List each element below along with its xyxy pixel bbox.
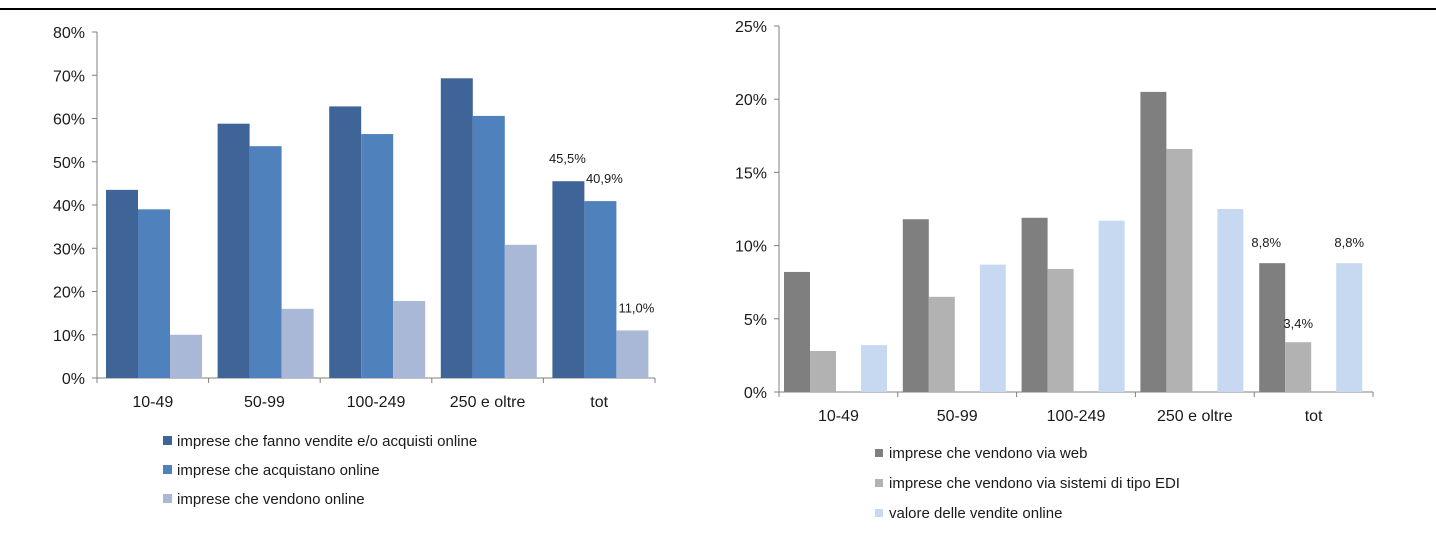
c1-bar [281,308,314,378]
c1-data-label: 40,9% [586,171,623,186]
c2-bar [1336,263,1363,392]
c1-bar [616,330,649,378]
chart-right: 0% 5% 10% 15% 20% 25% 10-49 50-99 100-249 250 e o… [735,19,1374,522]
c1-x-tick-label: 10-49 [132,394,173,411]
c2-bar [1140,91,1167,392]
c2-bar [1217,209,1244,392]
c1-y-tick-label: 60% [53,112,85,129]
c1-y-tick-label: 30% [53,241,85,258]
c2-bar [1166,148,1193,392]
c1-y-tick-label: 80% [53,25,85,42]
c2-data-label: 8,8% [1251,235,1281,250]
c1-legend-label: imprese che vendono online [177,491,365,508]
c1-data-label: 45,5% [549,151,586,166]
c1-x-tick-label: 250 e oltre [450,394,526,411]
c2-bar [928,296,955,392]
c2-x-tick-label: 250 e oltre [1157,408,1233,425]
c2-bar [784,271,810,392]
c2-bar [1259,263,1286,392]
c2-bar [861,345,887,392]
c2-x-tick-label: 10-49 [818,408,859,425]
c1-data-label: 11,0% [618,300,654,315]
c2-legend-label: imprese che vendono via web [889,445,1087,462]
c2-legend-label: imprese che vendono via sistemi di tipo … [889,475,1180,492]
c1-legend-swatch [163,494,172,503]
c1-y-tick-label: 10% [53,328,85,345]
c1-bar [584,201,617,378]
c2-bar [1047,269,1074,392]
c2-bar [1021,217,1048,392]
c2-y-tick-label: 5% [744,312,767,329]
c1-x-tick-label: 100-249 [347,394,406,411]
c2-x-tick-label: 50-99 [937,408,978,425]
c1-bar [552,181,585,378]
c2-bar [902,219,929,392]
c2-x-tick-label: tot [1305,408,1323,425]
c1-bar [393,301,426,378]
c1-legend-label: imprese che acquistano online [177,462,380,479]
c2-legend-swatch [875,479,883,487]
c1-x-tick-label: tot [590,394,608,411]
c1-bar [440,78,473,378]
c1-y-tick-label: 70% [53,68,85,85]
c2-y-tick-label: 20% [735,92,767,109]
c2-y-tick-label: 10% [735,239,767,256]
c2-y-tick-label: 25% [735,19,767,36]
c1-bar [170,334,202,378]
c1-bar [249,146,282,378]
c2-legend-swatch [875,449,883,457]
c2-legend-label: valore delle vendite online [889,505,1062,522]
c1-bar [138,209,170,378]
c1-bar [472,115,505,378]
chart-left: 0% 10% 20% 30% 40% 50% 60% 70% 80% 10-49 50-99 100-… [53,25,656,508]
c2-y-tick-label: 15% [735,165,767,182]
c2-bar [810,351,836,392]
c2-data-label: 3,4% [1283,316,1313,331]
c1-y-tick-label: 50% [53,155,85,172]
c2-bar [1098,220,1125,392]
c1-bar [361,134,394,378]
c2-x-tick-label: 100-249 [1047,408,1106,425]
c2-bar [1285,342,1312,392]
c1-legend-swatch [163,465,172,474]
c1-bar [106,189,138,378]
c1-bar [504,244,537,378]
c1-y-tick-label: 20% [53,285,85,302]
c1-legend-label: imprese che fanno vendite e/o acquisti o… [177,433,477,450]
c2-bar [979,264,1006,392]
c1-y-tick-label: 40% [53,198,85,215]
c2-legend-swatch [875,509,883,517]
c1-bar [329,106,362,378]
top-rule [0,8,1436,10]
c1-y-tick-label: 0% [62,371,85,388]
c1-bar [217,123,250,378]
c1-x-tick-label: 50-99 [244,394,285,411]
c2-data-label: 8,8% [1334,235,1364,250]
c2-y-tick-label: 0% [744,385,767,402]
c1-legend-swatch [163,436,172,445]
